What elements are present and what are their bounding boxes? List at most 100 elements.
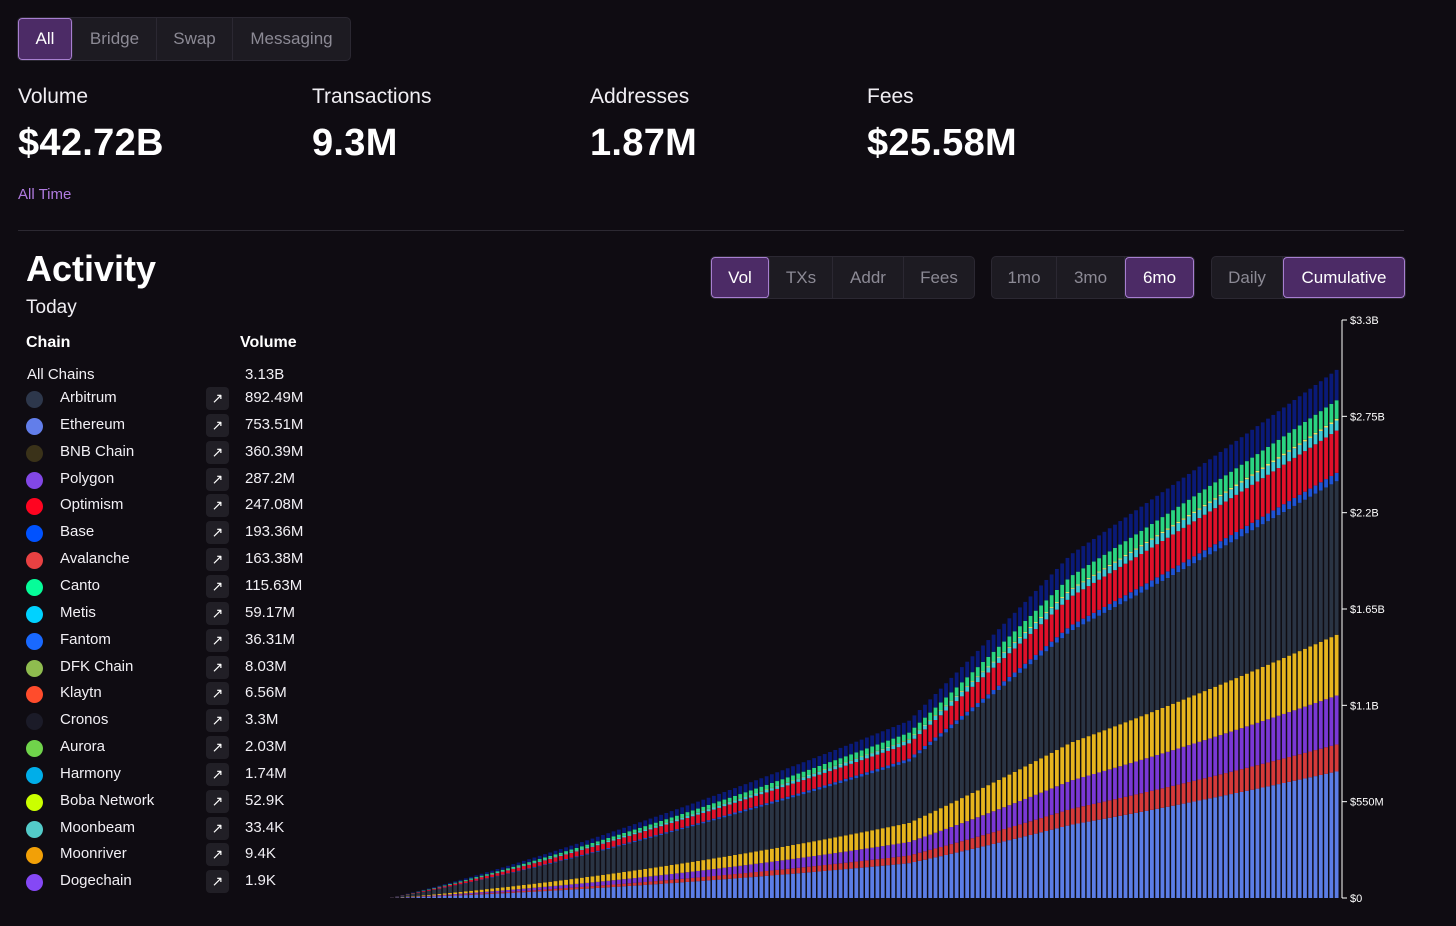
external-link-arrow-icon[interactable]: ↗ [206,709,229,733]
bar-segment [1186,499,1191,515]
external-link-arrow-icon[interactable]: ↗ [206,870,229,894]
tab-cumulative[interactable]: Cumulative [1283,257,1405,298]
bar-segment [632,824,637,830]
external-link-arrow-icon[interactable]: ↗ [206,413,229,437]
tab-messaging[interactable]: Messaging [250,29,333,48]
bar-segment [432,894,437,896]
external-link-arrow-icon[interactable]: ↗ [206,494,229,518]
bar-segment [901,856,906,864]
external-link-arrow-icon[interactable]: ↗ [206,601,229,625]
bar-segment [469,878,473,880]
tab-1mo[interactable]: 1mo [992,257,1057,298]
bar-segment [1091,582,1096,613]
bar-segment [1192,511,1197,514]
tab-addr[interactable]: Addr [833,257,904,298]
bar-segment [759,791,764,795]
external-link-arrow-icon[interactable]: ↗ [206,387,229,410]
bar-segment [1086,586,1091,616]
bar-segment [601,850,605,875]
bar-segment [485,894,489,898]
bar-segment [833,769,838,783]
tab-fees[interactable]: Fees [920,267,958,287]
bar-segment [759,876,764,898]
external-link-arrow-icon[interactable]: ↗ [206,789,229,813]
fees-label: Fees [867,85,914,108]
tab-txs[interactable]: TXs [770,257,833,298]
bar-segment [516,892,521,898]
bar-segment [532,891,537,898]
bar-segment [880,828,885,847]
bar-segment [949,844,954,854]
bar-segment [1245,477,1249,480]
bar-segment [954,687,959,696]
bar-segment [1134,557,1138,590]
bar-segment [1070,780,1075,809]
bar-segment [754,876,758,898]
bar-segment [1070,624,1075,631]
external-link-arrow-icon[interactable]: ↗ [206,440,229,464]
polygon-icon [26,471,43,489]
tab-3mo[interactable]: 3mo [1057,257,1125,298]
bar-segment [616,845,621,847]
bar-segment [1097,732,1102,773]
bar-segment [537,859,542,861]
bar-segment [1266,446,1270,464]
bar-segment [759,871,764,877]
bar-segment [1128,763,1133,796]
external-link-arrow-icon[interactable]: ↗ [206,843,229,867]
tab-daily[interactable]: Daily [1212,257,1283,298]
external-link-arrow-icon[interactable]: ↗ [206,655,229,679]
tab-bridge[interactable]: Bridge [73,18,157,60]
bar-segment [1271,443,1276,461]
bar-segment [432,888,437,890]
external-link-arrow-icon[interactable]: ↗ [206,548,229,572]
bar-segment [717,875,722,880]
bar-segment [912,754,917,758]
chain-name: Moonriver [60,845,127,863]
bar-segment [1287,655,1292,713]
bar-segment [1018,801,1022,825]
bar-segment [1086,615,1091,622]
bar-segment [923,725,927,730]
bar-segment [1160,807,1165,898]
bar-segment [859,750,864,757]
bar-segment [469,894,473,895]
bar-segment [917,818,922,839]
tab-6mo[interactable]: 6mo [1125,257,1194,298]
bar-segment [653,881,658,885]
external-link-arrow-icon[interactable]: ↗ [206,736,229,760]
moonbeam-icon [26,820,43,838]
bar-segment [648,876,653,882]
bar-segment [738,810,743,813]
tab-all[interactable]: All [18,18,73,60]
external-link-arrow-icon[interactable]: ↗ [206,816,229,840]
bar-segment [490,888,495,892]
bar-segment [912,820,917,841]
bar-segment [785,859,790,869]
tab-swap[interactable]: Swap [157,18,233,60]
bar-segment [1028,664,1033,764]
bar-segment [653,867,658,876]
external-link-arrow-icon[interactable]: ↗ [206,762,229,786]
bar-segment [1012,612,1017,632]
external-link-arrow-icon[interactable]: ↗ [206,467,229,491]
bar-segment [812,871,817,898]
bar-segment [606,840,611,843]
external-link-arrow-icon[interactable]: ↗ [206,521,229,545]
bar-segment [1060,584,1065,598]
bar-segment [616,846,621,873]
tab-vol[interactable]: Vol [711,257,770,298]
bar-segment [453,883,458,886]
bar-segment [1150,539,1154,548]
bar-segment [564,859,568,860]
bar-segment [1139,545,1144,547]
bar-segment [485,872,489,875]
bar-segment [611,840,616,847]
external-link-arrow-icon[interactable]: ↗ [206,574,229,598]
bar-segment [1002,651,1007,653]
bar-segment [775,786,780,789]
external-link-arrow-icon[interactable]: ↗ [206,628,229,652]
external-link-arrow-icon[interactable]: ↗ [206,682,229,706]
bar-segment [727,797,732,802]
bar-segment [1012,648,1017,673]
